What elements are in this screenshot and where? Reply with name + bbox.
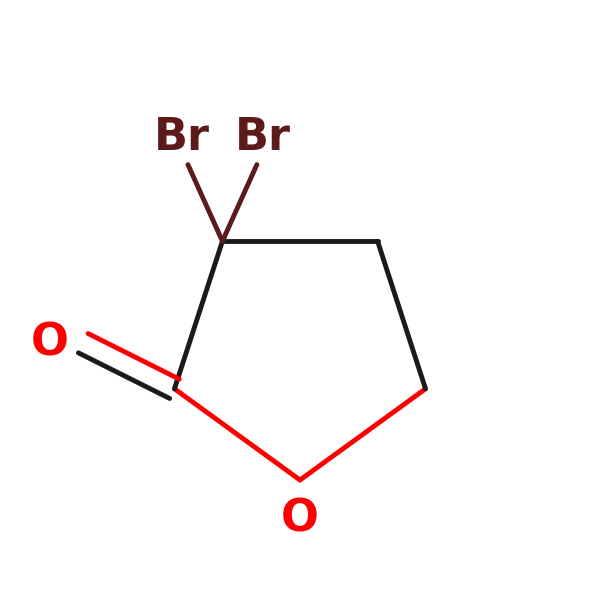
Text: Br: Br: [154, 116, 210, 158]
Text: O: O: [281, 498, 319, 541]
Text: Br: Br: [235, 116, 291, 158]
Text: O: O: [31, 322, 68, 365]
